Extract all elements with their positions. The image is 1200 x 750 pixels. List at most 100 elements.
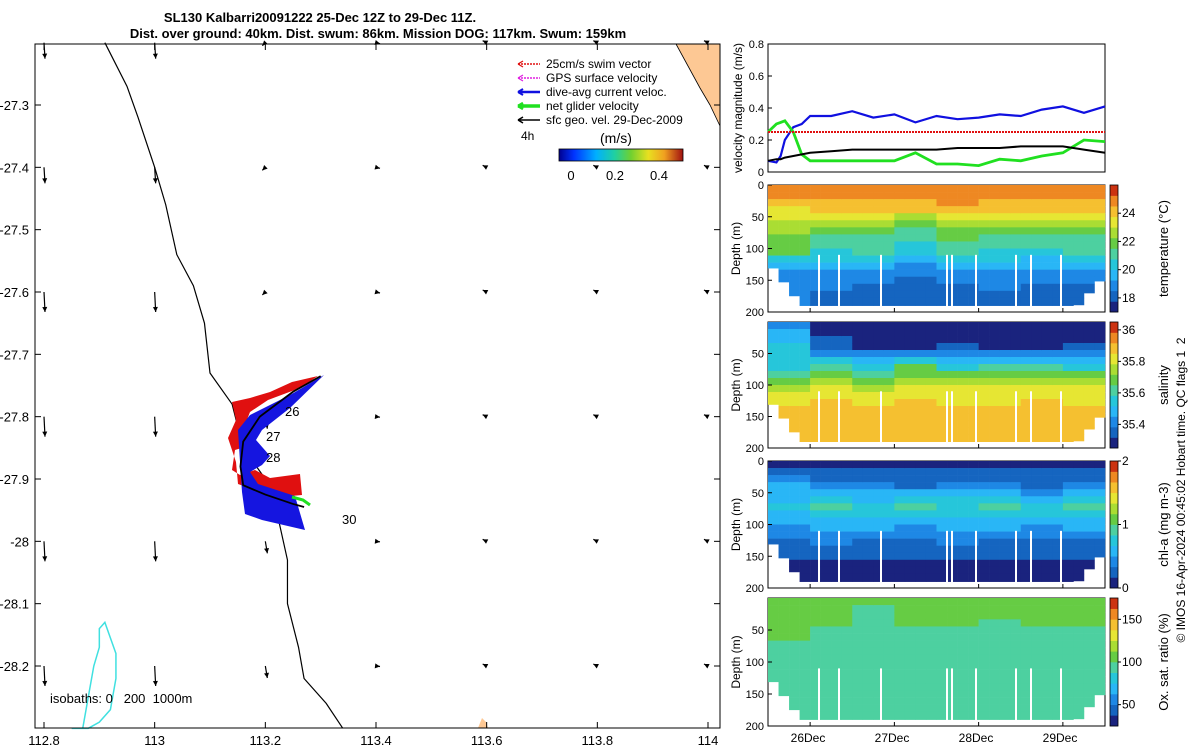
heatmap-cell (936, 647, 948, 656)
heatmap-cell (925, 304, 937, 306)
heatmap-cell (978, 640, 990, 649)
heatmap-cell (820, 545, 832, 554)
heatmap-cell (778, 552, 790, 559)
heatmap-cell (852, 654, 864, 663)
heatmap-cell (862, 626, 874, 634)
heatmap-cell (799, 364, 811, 372)
sfc-vector-head (152, 178, 158, 184)
heatmap-cell (1094, 322, 1106, 330)
heatmap-cell (936, 640, 948, 649)
heatmap-cell (768, 213, 779, 221)
heatmap-cell (1073, 626, 1085, 634)
heatmap-cell (862, 427, 874, 435)
colorbar-segment (1110, 416, 1118, 428)
heatmap-cell (799, 378, 811, 386)
heatmap-cell (936, 406, 948, 414)
heatmap-cell (831, 283, 843, 292)
heatmap-cell (1031, 371, 1043, 379)
data-gap (1060, 254, 1062, 309)
heatmap-cell (989, 475, 1000, 483)
heatmap-cell (831, 304, 843, 306)
map-colorbar-tick-2: 0.4 (650, 168, 668, 183)
heatmap-cell (1020, 559, 1032, 568)
heatmap-cell (883, 552, 895, 561)
heatmap-cell (1083, 669, 1095, 677)
heatmap-cell (778, 262, 790, 270)
heatmap-cell (1052, 269, 1064, 278)
heatmap-cell (852, 468, 864, 476)
heatmap-cell (820, 427, 832, 435)
heatmap-cell (1094, 343, 1106, 351)
heatmap-cell (1052, 552, 1064, 561)
heatmap-cell (768, 234, 779, 242)
heatmap-cell (799, 329, 811, 337)
heatmap-cell (1073, 283, 1085, 292)
heatmap-cell (799, 213, 811, 221)
heatmap-cell (820, 255, 832, 263)
heatmap-cell (789, 220, 800, 228)
heatmap-cell (915, 573, 927, 582)
heatmap-cell (799, 304, 811, 306)
heatmap-cell (810, 482, 821, 490)
heatmap-cell (1052, 234, 1064, 242)
heatmap-cell (978, 427, 990, 435)
heatmap-cell (841, 220, 853, 228)
heatmap-cell (1073, 711, 1085, 720)
heatmap-cell (862, 605, 874, 613)
sfc-vector-head (42, 53, 48, 59)
heatmap-cell (778, 640, 790, 649)
heatmap-cell (1073, 392, 1085, 400)
heatmap-cell (904, 234, 916, 242)
heatmap-cell (810, 213, 821, 221)
data-gap (1015, 530, 1017, 585)
heatmap-cell (1041, 185, 1053, 193)
heatmap-cell (873, 297, 885, 306)
heatmap-cell (1052, 598, 1064, 606)
heatmap-cell (1041, 343, 1053, 351)
heatmap-cell (799, 482, 811, 490)
heatmap-cell (999, 392, 1011, 400)
heatmap-ytick-label: 200 (746, 443, 764, 455)
heatmap-cell (820, 329, 832, 337)
heatmap-cell (999, 199, 1011, 207)
heatmap-cell (799, 676, 811, 684)
heatmap-cell (862, 669, 874, 677)
map-xtick-label: 113.8 (582, 733, 614, 748)
heatmap-cell (852, 559, 864, 568)
map-xtick-label: 113 (144, 733, 165, 748)
heatmap-cell (999, 598, 1011, 606)
heatmap-cell (862, 704, 874, 713)
heatmap-cell (925, 248, 937, 256)
heatmap-cell (1031, 697, 1043, 705)
heatmap-cell (841, 605, 853, 613)
heatmap-cell (789, 704, 800, 711)
map-ytick-label: -28 (10, 534, 29, 549)
heatmap-cell (873, 566, 885, 575)
colorbar-label: chl-a (mg m-3) (1156, 482, 1171, 567)
heatmap-cell (894, 612, 906, 620)
heatmap-cell (831, 385, 843, 393)
heatmap-cell (904, 276, 916, 285)
heatmap-cell (936, 697, 948, 705)
heatmap-cell (862, 718, 874, 720)
heatmap-cell (1020, 227, 1032, 235)
heatmap-cell (904, 213, 916, 221)
heatmap-cell (904, 538, 916, 546)
heatmap-cell (883, 322, 895, 330)
heatmap-cell (1041, 220, 1053, 228)
heatmap-cell (904, 573, 916, 582)
heatmap-cell (810, 406, 821, 414)
heatmap-cell (1052, 475, 1064, 483)
heatmap-cell (789, 206, 800, 214)
heatmap-cell (1052, 392, 1064, 400)
colorbar-segment (1110, 195, 1118, 207)
map-xtick-label: 113.4 (360, 733, 392, 748)
sfc-vector-head (374, 164, 380, 170)
colorbar-segment (1110, 364, 1118, 375)
heatmap-cell (862, 580, 874, 582)
heatmap-ytick-label: 50 (752, 488, 764, 500)
heatmap-cell (989, 399, 1000, 407)
heatmap-cell (820, 468, 832, 476)
heatmap-cell (968, 612, 979, 620)
heatmap-cell (1041, 213, 1053, 221)
